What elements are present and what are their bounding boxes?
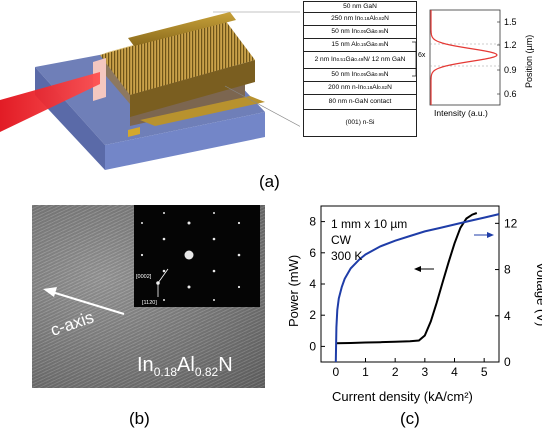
voltage-series-line — [334, 213, 500, 363]
profile-xlabel: Intensity (a.u.) — [434, 108, 488, 118]
layer-0: 50 nm GaN — [303, 1, 417, 13]
y-tick-label: 8 — [309, 215, 316, 229]
y-tick-label: 6 — [309, 246, 316, 260]
y-tick-label: 2 — [309, 308, 316, 322]
intensity-profile: 1.5 1.2 0.9 0.6 Intensity (a.u.) Positio… — [429, 9, 534, 118]
x-tick-label: 1 — [362, 365, 369, 379]
layer-8: (001) n-Si — [303, 110, 417, 137]
y2-tick-label: 12 — [504, 216, 518, 230]
x-axis-label: Current density (kA/cm²) — [332, 389, 473, 404]
c-axis-arrow — [43, 287, 125, 315]
power-series-line — [335, 212, 478, 345]
x-tick-label: 4 — [451, 365, 458, 379]
layer-5: 50 nm In 0.05 Ga 0.95 N — [303, 69, 417, 82]
profile-ytick-0: 1.5 — [504, 17, 517, 27]
diff-label-1120: [1120] — [142, 300, 157, 306]
layer-6: 200 nm n-In 0.18 Al 0.82 N — [303, 82, 417, 95]
annotation-cw: CW — [331, 233, 352, 247]
y-tick-label: 0 — [309, 339, 316, 353]
profile-curve — [430, 10, 498, 105]
profile-ylabel: Position (µm) — [524, 35, 534, 88]
layer-7: 80 nm n-GaN contact — [303, 95, 417, 110]
series-layer — [334, 212, 500, 363]
x-tick-label: 2 — [392, 365, 399, 379]
annotation-device: 1 mm x 10 µm — [331, 217, 407, 231]
power-axis-arrow — [414, 266, 434, 272]
y-tick-label: 4 — [309, 277, 316, 291]
panel-label-a: (a) — [259, 172, 280, 191]
profile-ticks — [497, 21, 500, 95]
y2-tick-label: 4 — [504, 309, 511, 323]
layer-stack: 50 nm GaN 250 nm In 0.18 Al 0.82 N 50 nm In 0… — [303, 1, 417, 137]
repeat-bracket — [412, 41, 417, 77]
panel-label-b: (b) — [129, 409, 150, 428]
profile-ytick-3: 0.6 — [504, 89, 517, 99]
layer-3: 15 nm Al 0.15 Ga 0.85 N — [303, 39, 417, 52]
profile-ytick-1: 1.2 — [504, 40, 517, 50]
panel-label-c: (c) — [400, 409, 420, 428]
y2-tick-label: 8 — [504, 263, 511, 277]
repeat-label: 6x — [418, 52, 426, 59]
diffraction-spots: [0002] [1120] — [136, 212, 241, 306]
profile-ytick-2: 0.9 — [504, 65, 517, 75]
x-tick-label: 0 — [332, 365, 339, 379]
x-tick-label: 5 — [481, 365, 488, 379]
diffraction-pattern-inset: [0002] [1120] — [134, 205, 260, 307]
material-label: In0.18Al0.82N — [137, 354, 233, 379]
annotation-temp: 300 K — [331, 249, 362, 263]
y2-axis-label: Voltage (V) — [534, 262, 542, 326]
y-axis-label: Power (mW) — [286, 255, 301, 327]
layer-4: 2 nm In 0.51 Ga 0.49 N/ 12 nm GaN — [303, 52, 417, 69]
y2-tick-label: 0 — [504, 355, 511, 369]
x-tick-label: 3 — [421, 365, 428, 379]
device-schematic — [0, 11, 300, 170]
voltage-axis-arrow — [474, 232, 494, 238]
diff-label-0002: [0002] — [136, 274, 152, 280]
layer-2: 50 nm In 0.05 Ga 0.95 N — [303, 26, 417, 39]
layer-1: 250 nm In 0.18 Al 0.82 N — [303, 13, 417, 26]
